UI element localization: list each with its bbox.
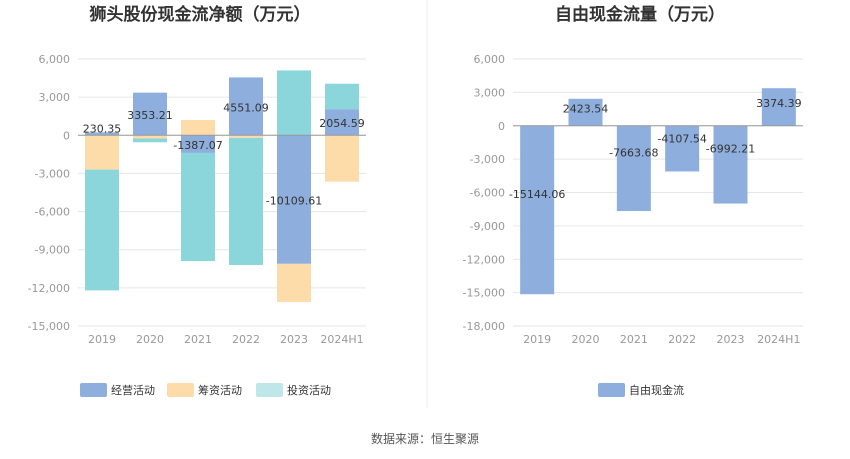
y-tick-label: 3,000: [39, 91, 71, 104]
legend-swatch-free-cash-flow: [598, 383, 625, 397]
x-tick-label: 2021: [184, 333, 212, 346]
chart2-bars: [520, 88, 796, 295]
bar-investing-2020: [133, 138, 167, 143]
y-tick-label: -12,000: [463, 253, 505, 266]
chart1-x-axis: 2019 2020 2021 2022 2023 2024H1: [88, 333, 364, 346]
legend-swatch-financing: [167, 383, 194, 397]
y-tick-label: -15,000: [463, 287, 505, 300]
chart1-legend: 经营活动 筹资活动 投资活动: [80, 383, 331, 397]
y-tick-label: -6,000: [35, 206, 70, 219]
x-tick-label: 2020: [136, 333, 164, 346]
bar-operating-2024H1: [325, 109, 359, 136]
y-tick-label: -3,000: [470, 153, 505, 166]
data-label-2019: 230.35: [83, 122, 122, 135]
bar-free-2020: [568, 98, 603, 126]
bar-operating-2023: [277, 135, 311, 264]
y-tick-label: -9,000: [470, 220, 505, 233]
data-label-2020: 3353.21: [127, 109, 173, 122]
bar-financing-2020: [133, 135, 167, 139]
data-label-2022: 4551.09: [223, 101, 269, 114]
data-label-2024H1: 2054.59: [319, 117, 365, 130]
x-tick-label: 2023: [280, 333, 308, 346]
bar-operating-2019: [85, 132, 119, 136]
legend-label-operating: 经营活动: [111, 383, 155, 397]
bar-free-2021: [616, 125, 651, 212]
bar-operating-2021: [181, 135, 215, 153]
data-label-2021: -7663.68: [609, 146, 658, 159]
chart2-y-axis: 6,000 3,000 0 -3,000 -6,000 -9,000 -12,000 -15,…: [463, 53, 505, 333]
chart1-y-axis: 6,000 3,000 0 -3,000 -6,000 -9,000 -12,000 -15,…: [28, 53, 70, 333]
chart1-data-labels: 230.35 3353.21 -1387.07 4551.09 -10109.61 205…: [83, 101, 365, 207]
data-label-2020: 2423.54: [563, 102, 609, 115]
x-tick-label: 2024H1: [757, 333, 800, 346]
data-label-2021: -1387.07: [173, 139, 222, 152]
x-tick-label: 2022: [232, 333, 260, 346]
bar-free-2019: [520, 125, 555, 295]
bar-free-2023: [713, 125, 748, 204]
bar-financing-2024H1: [325, 135, 359, 182]
bar-financing-2022: [229, 135, 263, 138]
y-tick-label: -18,000: [463, 320, 505, 333]
chart1-title: 狮头股份现金流净额（万元）: [89, 4, 311, 25]
x-tick-label: 2019: [88, 333, 116, 346]
data-label-2022: -4107.54: [657, 133, 706, 146]
bar-investing-2022: [229, 137, 263, 265]
legend-swatch-operating: [80, 383, 107, 397]
data-label-2019: -15144.06: [509, 188, 565, 201]
bar-financing-2023: [277, 263, 311, 302]
y-tick-label: 6,000: [474, 53, 506, 66]
x-tick-label: 2024H1: [320, 333, 363, 346]
data-source: 数据来源：恒生聚源: [371, 431, 479, 446]
bar-operating-2020: [133, 92, 167, 136]
legend-swatch-investing: [256, 383, 283, 397]
y-tick-label: -3,000: [35, 167, 70, 180]
x-tick-label: 2023: [717, 333, 745, 346]
chart2-data-labels: -15144.06 2423.54 -7663.68-4107.54-6992.21…: [509, 97, 802, 201]
bar-financing-2019: [85, 135, 119, 170]
y-tick-label: 0: [498, 120, 505, 133]
bar-investing-2019: [85, 169, 119, 291]
bar-financing-2021: [181, 120, 215, 136]
x-tick-label: 2022: [668, 333, 696, 346]
y-tick-label: 0: [63, 129, 70, 142]
x-tick-label: 2020: [572, 333, 600, 346]
chart2-legend: 自由现金流: [598, 383, 684, 397]
chart1-bars: [85, 70, 359, 302]
cash-flow-chart: 狮头股份现金流净额（万元） 6,000 3,000 0 -3,000 -6,000 -9,…: [28, 4, 366, 397]
bar-investing-2024H1: [325, 83, 359, 110]
data-label-2023: -6992.21: [706, 143, 755, 156]
chart1-gridlines: [78, 58, 366, 327]
bar-investing-2023: [277, 70, 311, 136]
y-tick-label: -15,000: [28, 320, 70, 333]
chart2-gridlines: [513, 58, 803, 327]
x-tick-label: 2021: [620, 333, 648, 346]
y-tick-label: -9,000: [35, 244, 70, 257]
bar-free-2022: [665, 125, 700, 172]
y-tick-label: -6,000: [470, 187, 505, 200]
chart2-x-axis: 2019 2020 2021 2022 2023 2024H1: [523, 333, 800, 346]
bar-free-2024H1: [761, 88, 796, 126]
free-cash-flow-chart: 自由现金流量（万元） 6,000 3,000 0 -3,000 -6,000 -9,000…: [463, 4, 803, 397]
x-tick-label: 2019: [523, 333, 551, 346]
legend-label-investing: 投资活动: [287, 383, 331, 397]
y-tick-label: -12,000: [28, 282, 70, 295]
y-tick-label: 3,000: [474, 86, 506, 99]
data-label-2024H1: 3374.39: [756, 97, 802, 110]
legend-label-financing: 筹资活动: [198, 383, 242, 397]
legend-label-free-cash-flow: 自由现金流: [629, 383, 684, 397]
data-label-2023: -10109.61: [266, 195, 322, 208]
bar-investing-2021: [181, 152, 215, 261]
bar-operating-2022: [229, 77, 263, 136]
chart2-title: 自由现金流量（万元）: [555, 4, 725, 25]
y-tick-label: 6,000: [39, 53, 71, 66]
